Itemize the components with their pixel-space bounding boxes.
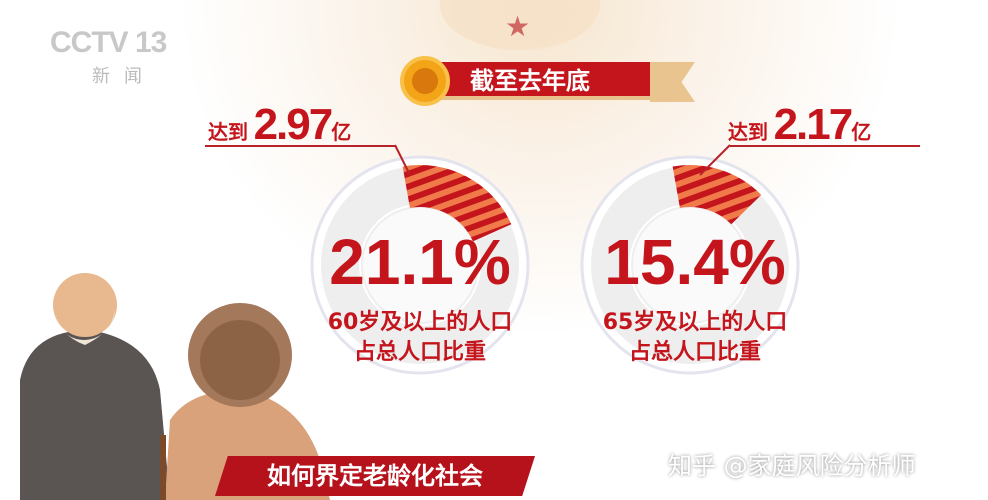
reach-value: 2.17 xyxy=(773,100,854,149)
desc-65: 65岁及以上的人口 占总人口比重 xyxy=(565,308,825,368)
desc-60: 60岁及以上的人口 占总人口比重 xyxy=(290,308,550,368)
channel-logo: CCTV 13 xyxy=(50,26,167,59)
reach-label-60: 达到 2.97亿 xyxy=(208,100,351,150)
leader-line xyxy=(699,144,731,176)
reach-prefix: 达到 xyxy=(208,120,248,144)
channel-logo-sub: 新闻 xyxy=(92,66,156,87)
percent-65: 15.4% xyxy=(604,226,786,298)
reach-label-65: 达到 2.17亿 xyxy=(728,100,871,150)
reach-prefix: 达到 xyxy=(728,120,768,144)
leader-line xyxy=(730,145,920,147)
star-icon: ★ xyxy=(505,10,531,43)
watermark: 知乎 @家庭风险分析师 xyxy=(668,452,916,480)
desc-line: 占总人口比重 xyxy=(353,340,486,365)
percent-60: 21.1% xyxy=(329,226,511,298)
pie-slice xyxy=(402,165,512,242)
pie-slice xyxy=(672,165,762,225)
desc-line: 60岁及以上的人口 xyxy=(327,310,513,335)
medal-icon xyxy=(400,56,450,106)
desc-line: 65岁及以上的人口 xyxy=(602,310,788,335)
reach-value: 2.97 xyxy=(253,100,334,149)
desc-line: 占总人口比重 xyxy=(628,340,761,365)
reach-unit: 亿 xyxy=(851,120,872,144)
date-ribbon: 截至去年底 xyxy=(440,62,655,100)
leader-line xyxy=(394,144,411,176)
reach-unit: 亿 xyxy=(331,120,352,144)
leader-line xyxy=(205,145,395,147)
topic-banner: 如何界定老龄化社会 xyxy=(215,456,535,496)
